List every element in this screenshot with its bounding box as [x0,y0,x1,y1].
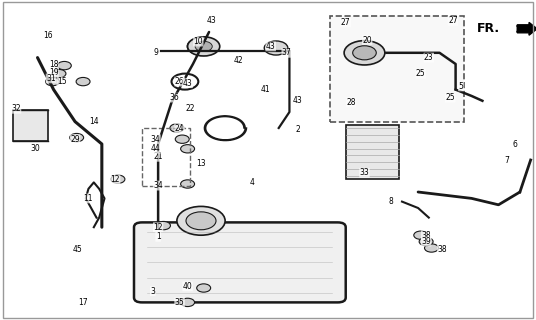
Circle shape [264,41,288,55]
Circle shape [186,212,216,230]
Circle shape [344,41,385,65]
Bar [330,16,464,122]
Text: 21: 21 [153,152,163,161]
Text: 27: 27 [341,18,351,27]
Text: 34: 34 [153,181,163,190]
Circle shape [46,77,59,86]
Text: 29: 29 [70,135,80,144]
Text: 18: 18 [49,60,58,68]
Text: 42: 42 [234,56,243,65]
Text: 10: 10 [193,37,203,46]
Text: 27: 27 [448,16,458,25]
Circle shape [181,145,195,153]
Circle shape [353,46,376,60]
Text: 25: 25 [445,93,455,102]
Circle shape [57,61,71,70]
Text: 25: 25 [416,69,426,78]
Text: 43: 43 [266,42,276,51]
Text: 15: 15 [57,77,66,86]
FancyArrow shape [517,22,536,35]
Circle shape [157,221,170,230]
Circle shape [419,237,433,246]
Text: 8: 8 [389,197,393,206]
Bar [142,128,190,186]
Circle shape [111,175,125,183]
Text: 23: 23 [424,53,434,62]
Circle shape [52,69,66,78]
Text: 37: 37 [282,48,292,57]
Text: 2: 2 [295,125,300,134]
Text: 43: 43 [293,96,302,105]
Text: 5: 5 [458,82,464,91]
Text: 43: 43 [183,79,192,88]
Circle shape [197,284,211,292]
Text: 16: 16 [43,31,53,40]
Text: FR.: FR. [477,22,500,35]
Text: 12: 12 [153,223,163,232]
Circle shape [70,133,84,142]
Text: 36: 36 [169,93,179,102]
Circle shape [188,37,220,56]
Text: 17: 17 [78,298,88,307]
Circle shape [76,77,90,86]
Bar [13,110,48,141]
Circle shape [195,41,212,52]
Text: 34: 34 [151,135,160,144]
Text: 22: 22 [185,104,195,113]
Text: 7: 7 [504,156,509,164]
Circle shape [425,244,438,252]
Text: 45: 45 [73,245,83,254]
Text: 41: 41 [260,85,270,94]
Circle shape [181,180,195,188]
Text: 9: 9 [153,48,158,57]
Text: 4: 4 [249,178,255,187]
Text: 3: 3 [150,287,155,296]
Text: 6: 6 [512,140,517,148]
Text: 24: 24 [175,124,184,132]
Text: 38: 38 [421,231,431,240]
Text: 19: 19 [49,68,58,76]
FancyBboxPatch shape [134,222,346,302]
Text: 39: 39 [421,237,431,246]
Text: 12: 12 [110,175,120,184]
Circle shape [181,298,195,307]
Circle shape [175,135,189,143]
Circle shape [177,206,225,235]
Text: 40: 40 [183,282,192,291]
Text: 14: 14 [89,117,99,126]
Text: 38: 38 [437,245,447,254]
Text: 43: 43 [207,16,217,25]
Text: 32: 32 [11,104,21,113]
Text: 11: 11 [84,194,93,203]
Text: 20: 20 [362,36,372,44]
Circle shape [170,124,184,132]
Bar [346,125,399,179]
Text: 28: 28 [346,98,356,107]
Text: 1: 1 [156,232,160,241]
Text: 30: 30 [30,144,40,153]
Circle shape [414,231,428,239]
Text: 26: 26 [175,77,184,86]
Text: 33: 33 [360,168,369,177]
Text: 13: 13 [196,159,206,168]
Text: 44: 44 [151,144,160,153]
Text: 31: 31 [46,74,56,83]
Text: 35: 35 [175,298,184,307]
